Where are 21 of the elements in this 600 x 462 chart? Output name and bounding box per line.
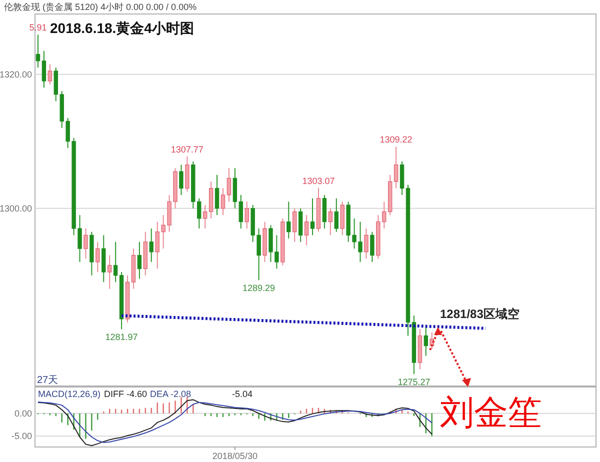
annotation: 1275.27 xyxy=(398,377,430,388)
y-tick-label: 0.00 xyxy=(14,408,32,418)
annotation: 1281.97 xyxy=(105,332,138,342)
annotation: DEA -2.08 xyxy=(150,389,192,399)
y-tick-label: 1320.00 xyxy=(0,69,32,80)
annotation: 1307.77 xyxy=(170,144,204,154)
annotation: 刘金笙 xyxy=(440,394,542,432)
annotation: 1281/83区域空 xyxy=(440,307,520,321)
annotation: MACD(12,26,9) xyxy=(38,389,101,399)
annotation: -5.04 xyxy=(232,389,253,399)
annotation: 1289.29 xyxy=(242,283,276,294)
annotation: 27天 xyxy=(37,375,58,386)
chart-subtitle: 伦敦金现 (贵金属 5120) 4小时 0.00 0.00 / 0.00% xyxy=(4,2,197,12)
x-tick-label: 2018/05/30 xyxy=(212,451,258,461)
annotation: 1309.22 xyxy=(380,134,412,145)
annotation: DIFF -4.60 xyxy=(104,389,148,399)
y-tick-label: 1300.00 xyxy=(0,203,32,214)
annotation: 5.91 xyxy=(29,22,47,33)
y-tick-label: -5.00 xyxy=(11,431,32,442)
annotation: 1303.07 xyxy=(302,176,335,186)
chart-title: 2018.6.18.黄金4小时图 xyxy=(50,20,194,36)
